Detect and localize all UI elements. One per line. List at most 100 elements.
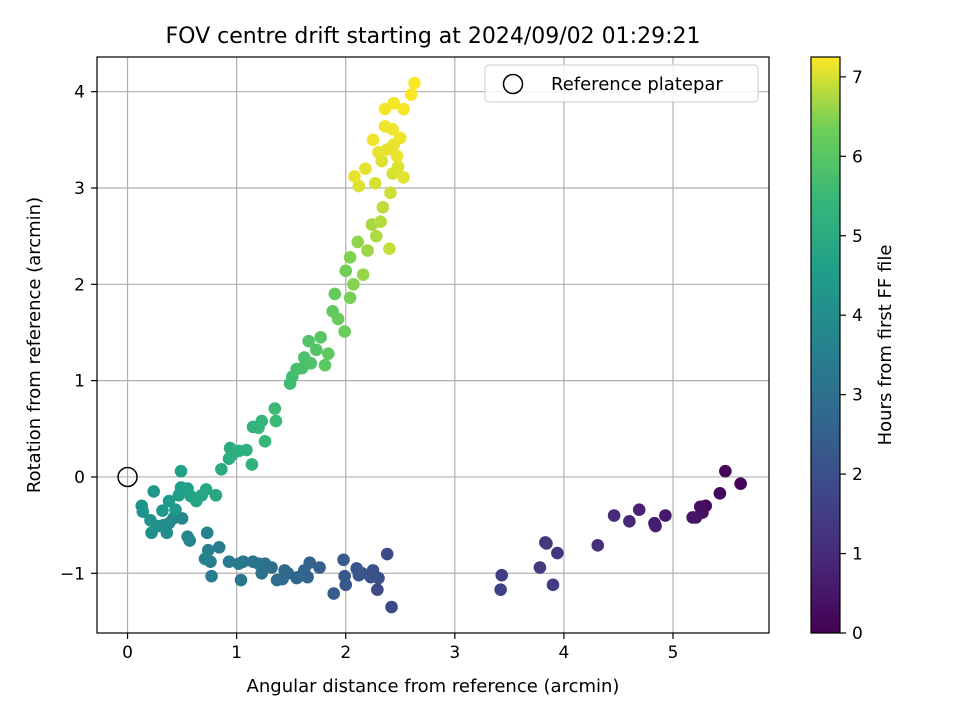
- data-point-138: [404, 88, 418, 101]
- data-point-23: [380, 547, 394, 561]
- data-point-58: [200, 526, 214, 540]
- x-axis-label: Angular distance from reference (arcmin): [247, 676, 620, 697]
- data-point-111: [331, 312, 345, 326]
- data-point-84: [209, 488, 223, 502]
- y-axis-label: Rotation from reference (arcmin): [24, 197, 45, 493]
- data-point-44: [270, 573, 284, 587]
- data-point-52: [232, 557, 246, 570]
- data-point-94: [255, 414, 269, 428]
- data-point-75: [169, 503, 182, 517]
- legend-entry-reference-platepar: Reference platepar: [551, 74, 723, 95]
- data-point-30: [350, 562, 363, 575]
- data-point-10: [649, 519, 662, 533]
- data-point-83: [199, 483, 213, 496]
- data-point-0: [719, 464, 732, 478]
- data-point-53: [222, 555, 236, 569]
- data-point-33: [337, 553, 350, 567]
- data-point-104: [302, 334, 315, 348]
- x-tick-label-5: 5: [668, 643, 679, 663]
- data-point-119: [361, 244, 374, 257]
- colorbar-tick-label-6: 6: [852, 147, 863, 167]
- data-point-54: [212, 540, 226, 554]
- x-tick-label-2: 2: [340, 643, 351, 663]
- data-point-61: [181, 530, 194, 543]
- x-tick-label-3: 3: [449, 643, 460, 663]
- data-point-124: [383, 242, 396, 255]
- data-point-131: [390, 149, 404, 163]
- y-tick-label-3: 2: [74, 275, 85, 295]
- colorbar-tick-label-2: 2: [852, 465, 863, 485]
- data-point-7: [686, 511, 699, 524]
- data-point-108: [321, 347, 335, 360]
- data-point-127: [391, 160, 405, 174]
- data-point-107: [318, 358, 332, 372]
- colorbar-gradient: [810, 56, 841, 634]
- data-point-59: [198, 552, 212, 566]
- colorbar-tick-label-0: 0: [852, 624, 863, 644]
- data-point-8: [659, 509, 672, 522]
- data-point-2: [713, 487, 727, 500]
- data-point-90: [240, 443, 253, 457]
- data-point-122: [374, 215, 387, 229]
- reference-platepar-marker: [117, 466, 138, 488]
- data-point-14: [591, 539, 605, 552]
- legend-open-circle-icon: [502, 73, 524, 95]
- data-point-114: [343, 291, 357, 305]
- chart-title: FOV centre drift starting at 2024/09/02 …: [166, 24, 701, 49]
- x-tick-label-4: 4: [558, 643, 569, 663]
- data-point-74: [162, 494, 176, 508]
- data-point-19: [546, 578, 560, 592]
- x-tick-label-0: 0: [122, 643, 133, 663]
- data-point-105: [309, 343, 323, 357]
- data-point-68: [145, 526, 158, 540]
- data-point-21: [494, 583, 507, 596]
- y-tick-label-1: 0: [74, 468, 85, 488]
- data-point-110: [328, 287, 342, 301]
- x-tick-label-1: 1: [231, 643, 242, 663]
- data-point-132: [393, 131, 407, 145]
- data-point-17: [540, 537, 553, 550]
- data-point-95: [258, 435, 272, 448]
- data-point-24: [371, 583, 384, 596]
- data-point-91: [245, 458, 259, 471]
- data-point-15: [551, 546, 564, 560]
- data-point-1: [734, 477, 747, 491]
- colorbar: 0 1 2 3 4 5 6 7 Hours from first FF file: [810, 56, 896, 644]
- colorbar-tick-label-1: 1: [852, 545, 863, 565]
- data-point-97: [268, 402, 282, 415]
- y-tick-label-5: 4: [74, 83, 85, 103]
- data-point-78: [174, 464, 188, 478]
- data-point-143: [366, 133, 380, 147]
- data-point-47: [255, 566, 269, 580]
- colorbar-tick-label-3: 3: [852, 386, 863, 406]
- data-point-142: [368, 176, 382, 190]
- data-point-141: [372, 146, 385, 159]
- data-point-72: [147, 485, 161, 498]
- data-point-118: [356, 268, 370, 281]
- data-point-145: [348, 170, 361, 183]
- colorbar-tick-label-7: 7: [852, 68, 863, 88]
- data-point-113: [339, 264, 353, 278]
- data-point-144: [352, 179, 366, 193]
- y-tick-label-2: 1: [74, 372, 85, 392]
- data-point-136: [387, 96, 401, 110]
- data-point-134: [378, 120, 392, 133]
- data-point-13: [607, 509, 621, 522]
- data-point-18: [533, 561, 547, 574]
- data-point-146: [359, 162, 372, 176]
- grid: [97, 57, 769, 633]
- data-point-12: [623, 514, 636, 528]
- data-point-62: [175, 512, 189, 525]
- data-point-71: [135, 499, 149, 513]
- data-point-51: [234, 573, 248, 587]
- y-axis-ticks: −1 0 1 2 3 4: [60, 83, 97, 584]
- data-point-103: [304, 357, 318, 370]
- data-point-128: [397, 171, 410, 184]
- data-point-11: [632, 503, 646, 517]
- data-point-73: [156, 504, 169, 517]
- legend-box: [484, 64, 759, 103]
- scatter-points: [135, 76, 747, 614]
- data-point-139: [408, 76, 421, 90]
- data-point-35: [313, 561, 326, 574]
